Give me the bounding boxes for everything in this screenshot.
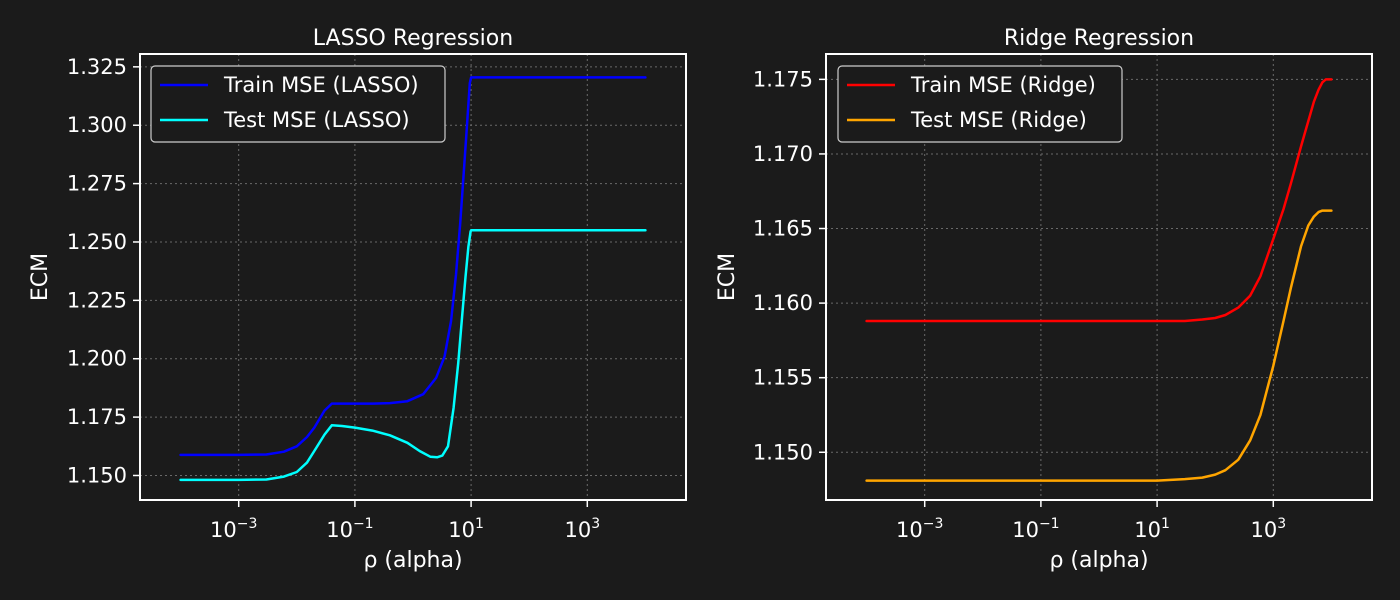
x-tick-base: 10	[210, 518, 237, 542]
x-tick-exponent: −3	[923, 516, 944, 532]
series-line-train	[179, 76, 647, 457]
y-tick-label: 1.155	[753, 366, 813, 390]
ridge-title: Ridge Regression	[1004, 26, 1194, 51]
y-tick-label: 1.275	[67, 172, 127, 196]
x-tick-exponent: −1	[1039, 516, 1060, 532]
series-line-test	[179, 229, 647, 482]
y-tick-label: 1.150	[67, 463, 127, 487]
lasso-plot-frame	[139, 53, 687, 501]
y-tick-label: 1.160	[753, 291, 813, 315]
x-tick-label: 10−3	[210, 516, 257, 542]
lasso-legend-box	[150, 65, 446, 143]
lasso-x-ticks: 10−3 10−1 101 103	[210, 500, 600, 542]
y-tick-label: 1.170	[753, 142, 813, 166]
x-tick-base: 10	[448, 518, 475, 542]
y-tick-label: 1.225	[67, 288, 127, 312]
lasso-legend: Train MSE (LASSO) Test MSE (LASSO)	[150, 65, 446, 143]
lasso-legend-label-train: Train MSE (LASSO)	[223, 73, 419, 97]
y-tick-label: 1.175	[753, 67, 813, 91]
lasso-xlabel: ρ (alpha)	[363, 548, 462, 573]
lasso-y-ticks: 1.150 1.175 1.200 1.225 1.250 1.275 1.300 1.325	[67, 55, 140, 487]
ridge-series	[865, 78, 1333, 482]
x-tick-base: 10	[1012, 518, 1039, 542]
y-tick-label: 1.200	[67, 347, 127, 371]
x-tick-base: 10	[564, 518, 591, 542]
lasso-title: LASSO Regression	[313, 26, 513, 51]
x-tick-base: 10	[1134, 518, 1161, 542]
x-tick-exponent: 3	[1277, 516, 1286, 532]
x-tick-base: 10	[326, 518, 353, 542]
ridge-y-ticks: 1.150 1.155 1.160 1.165 1.170 1.175	[753, 67, 826, 464]
ridge-legend: Train MSE (Ridge) Test MSE (Ridge)	[837, 65, 1123, 143]
panel-ridge: Ridge Regression ρ (alpha) ECM 1.1501.15…	[715, 26, 1373, 573]
x-tick-label: 10−3	[896, 516, 943, 542]
panel-lasso: LASSO Regression ρ (alpha) ECM 1.150 1.17…	[28, 26, 687, 573]
x-tick-label: 101	[448, 516, 484, 542]
x-tick-label: 10−1	[1012, 516, 1059, 542]
x-tick-base: 10	[896, 518, 923, 542]
x-tick-label: 103	[564, 516, 600, 542]
y-tick-label: 1.175	[67, 405, 127, 429]
x-tick-exponent: −1	[353, 516, 374, 532]
ridge-xlabel: ρ (alpha)	[1049, 548, 1148, 573]
ridge-ylabel: ECM	[715, 253, 740, 301]
x-tick-label: 101	[1134, 516, 1170, 542]
y-tick-label: 1.250	[67, 230, 127, 254]
lasso-grid	[140, 54, 686, 500]
ridge-legend-label-train: Train MSE (Ridge)	[910, 73, 1096, 97]
lasso-legend-label-test: Test MSE (LASSO)	[223, 108, 410, 132]
ridge-plot-frame	[825, 53, 1373, 501]
x-tick-exponent: 1	[1161, 516, 1170, 532]
y-tick-label: 1.325	[67, 55, 127, 79]
y-tick-label: 1.150	[753, 440, 813, 464]
x-tick-label: 103	[1250, 516, 1286, 542]
x-tick-label: 10−1	[326, 516, 373, 542]
series-line-test	[865, 209, 1333, 482]
ridge-legend-label-test: Test MSE (Ridge)	[910, 108, 1087, 132]
x-tick-exponent: 3	[591, 516, 600, 532]
lasso-ylabel: ECM	[28, 253, 53, 301]
x-tick-exponent: −3	[237, 516, 258, 532]
series-line-train	[865, 78, 1333, 323]
y-tick-label: 1.300	[67, 113, 127, 137]
lasso-series	[179, 76, 647, 482]
x-tick-exponent: 1	[475, 516, 484, 532]
y-tick-label: 1.165	[753, 217, 813, 241]
ridge-x-ticks: 10−3 10−1 101 103	[896, 500, 1286, 542]
x-tick-base: 10	[1250, 518, 1277, 542]
ridge-legend-box	[837, 65, 1123, 143]
